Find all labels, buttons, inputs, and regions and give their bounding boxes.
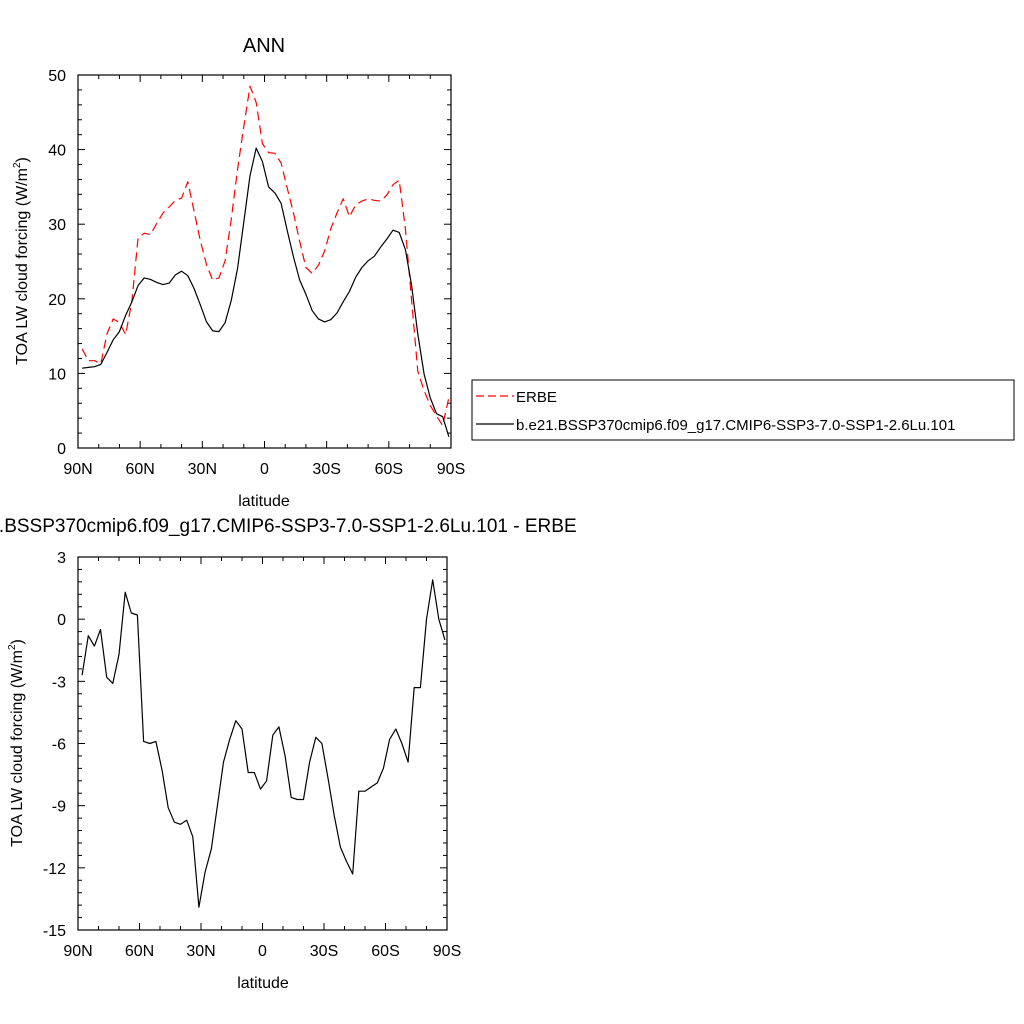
top-panel: ANN 90N 60N 30N 0 30S 60S 90S 0 10 20 30 40 50 latit… xyxy=(12,35,1015,510)
top-x-tick-label: 30N xyxy=(188,461,217,478)
bottom-y-tick-label: -15 xyxy=(43,923,66,940)
legend-box xyxy=(471,379,1015,441)
top-y-tick-label: 10 xyxy=(48,366,66,383)
bottom-series-line-difference xyxy=(81,579,446,908)
bottom-y-tick-label: 0 xyxy=(57,612,66,629)
legend-label-model: b.e21.BSSP370cmip6.f09_g17.CMIP6-SSP3-7.… xyxy=(516,417,955,434)
top-x-tick-label: 90N xyxy=(63,461,92,478)
bottom-x-tick-label: 30N xyxy=(186,943,215,960)
top-plot-frame xyxy=(77,74,452,449)
bottom-panel: b.e21.BSSP370cmip6.f09_g17.CMIP6-SSP3-7.… xyxy=(0,516,577,992)
top-y-tick-label: 0 xyxy=(57,441,66,458)
top-series-line-model xyxy=(82,147,450,437)
top-x-tick-label: 0 xyxy=(260,461,269,478)
bottom-y-tick-label: -12 xyxy=(43,861,66,878)
top-x-tick-label: 90S xyxy=(437,461,465,478)
bottom-x-tick-label: 0 xyxy=(258,943,267,960)
bottom-y-tick-label: 3 xyxy=(57,550,66,567)
bottom-y-tick-label: -6 xyxy=(52,737,66,754)
top-x-axis-label: latitude xyxy=(238,493,290,510)
bottom-plot-frame xyxy=(77,556,448,931)
top-axis-ticks: 90N 60N 30N 0 30S 60S 90S 0 10 20 30 40 50 xyxy=(48,68,465,478)
top-y-axis-label: TOA LW cloud forcing (W/m2) xyxy=(12,157,31,365)
top-series-line-erbe xyxy=(81,85,450,427)
bottom-chart-title: b.e21.BSSP370cmip6.f09_g17.CMIP6-SSP3-7.… xyxy=(0,516,577,537)
top-y-tick-label: 50 xyxy=(48,68,66,85)
bottom-x-tick-label: 60N xyxy=(125,943,154,960)
bottom-x-tick-label: 90S xyxy=(433,943,461,960)
bottom-x-tick-label: 90N xyxy=(63,943,92,960)
top-y-tick-label: 30 xyxy=(48,217,66,234)
bottom-y-tick-label: -9 xyxy=(52,799,66,816)
bottom-axis-ticks: 90N 60N 30N 0 30S 60S 90S -15 -12 -9 -6 -3 0 3 xyxy=(43,550,461,960)
legend: ERBE b.e21.BSSP370cmip6.f09_g17.CMIP6-SS… xyxy=(471,379,1015,441)
top-x-tick-label: 60N xyxy=(125,461,154,478)
top-series-group xyxy=(81,85,450,437)
bottom-series-group xyxy=(81,579,446,908)
bottom-x-axis-label: latitude xyxy=(237,975,289,992)
bottom-y-tick-label: -3 xyxy=(52,674,66,691)
top-x-tick-label: 60S xyxy=(375,461,403,478)
bottom-x-tick-label: 30S xyxy=(310,943,338,960)
top-chart-title: ANN xyxy=(243,35,285,57)
top-x-tick-label: 30S xyxy=(312,461,340,478)
top-y-tick-label: 40 xyxy=(48,143,66,160)
bottom-y-axis-label: TOA LW cloud forcing (W/m2) xyxy=(7,639,26,847)
bottom-x-tick-label: 60S xyxy=(371,943,399,960)
top-y-tick-label: 20 xyxy=(48,292,66,309)
legend-label-erbe: ERBE xyxy=(516,389,557,406)
